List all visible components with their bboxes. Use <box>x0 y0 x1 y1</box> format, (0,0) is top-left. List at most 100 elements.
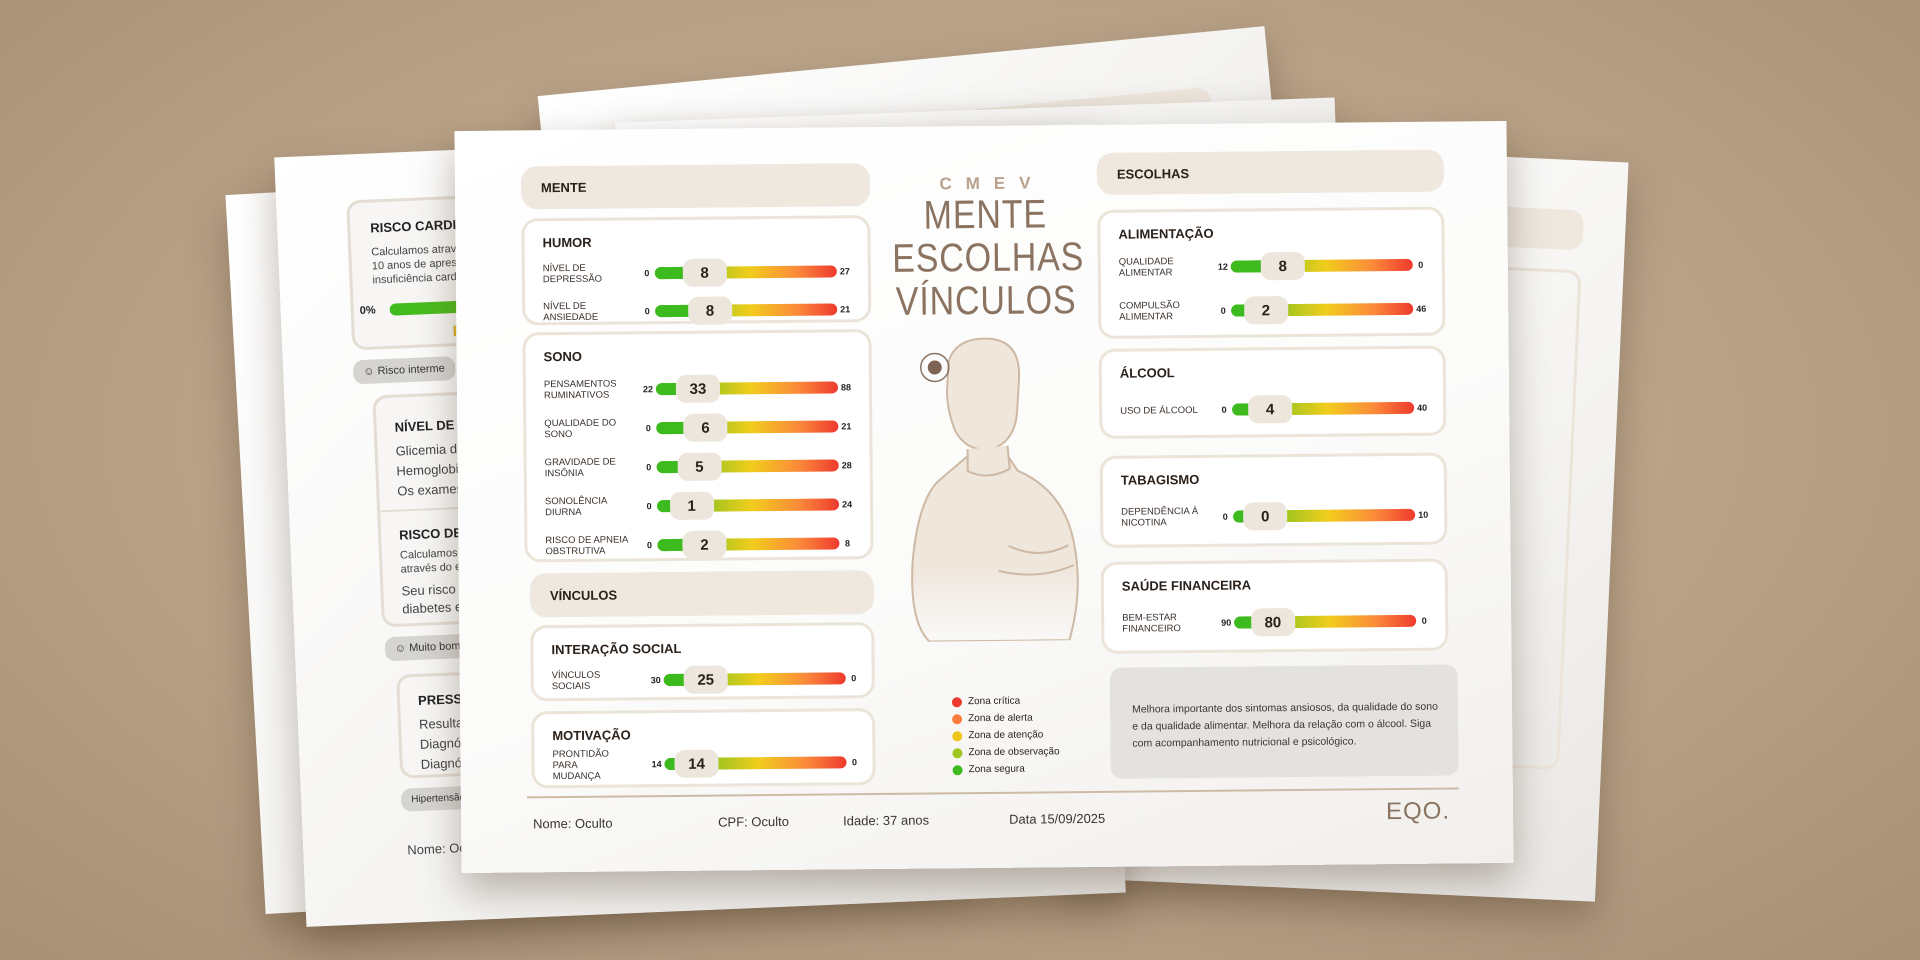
card-title: MOTIVAÇÃO <box>552 727 631 744</box>
metric-gradient-bar: 8 <box>655 296 838 325</box>
legend-item: Zona crítica <box>951 695 1021 708</box>
metric-value: 2 <box>1243 296 1288 325</box>
eqo-logo: EQO. <box>1385 797 1451 826</box>
legend-item: Zona segura <box>952 764 1025 776</box>
legend-label: Zona crítica <box>967 695 1021 708</box>
metric-row: Qualidade Alimentar 12 8 0 <box>1119 250 1429 283</box>
metric-gradient-bar: 14 <box>664 749 847 778</box>
risco-pill-text: Risco interme <box>377 362 446 378</box>
metric-start: 30 <box>650 675 661 686</box>
metric-gradient-bar: 0 <box>1233 502 1416 531</box>
metric-label: Uso de álcool <box>1120 404 1198 417</box>
metric-label: Prontidão Para Mudança <box>552 748 609 782</box>
metric-label: Qualidade do Sono <box>544 417 617 441</box>
metric-value: 6 <box>683 413 728 442</box>
metric-start: 0 <box>645 423 651 434</box>
metric-row: Nível de Depressão 0 8 27 <box>543 256 853 289</box>
metric-value: 1 <box>669 491 714 521</box>
metric-start: 0 <box>646 501 652 512</box>
metric-end: 28 <box>841 460 852 471</box>
legend-item: Zona de alerta <box>952 713 1033 725</box>
metric-gradient-bar: 8 <box>1230 251 1413 281</box>
metric-value: 80 <box>1250 608 1296 637</box>
metric-start: 14 <box>651 759 662 770</box>
metric-card: MOTIVAÇÃO Prontidão Para Mudança 14 14 0 <box>531 708 876 789</box>
metric-row: Prontidão Para Mudança 14 14 0 <box>552 747 862 782</box>
metric-end: 0 <box>851 673 857 684</box>
card-title: ÁLCOOL <box>1119 365 1175 381</box>
metric-value: 33 <box>675 374 721 403</box>
metric-end: 40 <box>1417 402 1428 413</box>
metric-card: ÁLCOOL Uso de álcool 0 4 40 <box>1098 345 1447 439</box>
metric-gradient-bar: 33 <box>655 374 838 403</box>
metric-label: Sonolência Diurna <box>544 495 608 519</box>
metric-gradient-bar: 5 <box>656 452 839 481</box>
footer-name: Nome: Oculto <box>533 815 613 832</box>
metric-start: 0 <box>646 540 652 551</box>
footer-age: Idade: 37 anos <box>843 812 930 829</box>
brand-acronym: CMEV <box>939 173 1045 194</box>
metric-row: Uso de álcool 0 4 40 <box>1120 393 1430 426</box>
section-header-mente: MENTE <box>520 163 871 210</box>
card-title: INTERAÇÃO SOCIAL <box>551 640 682 658</box>
section-header-escolhas: ESCOLHAS <box>1096 149 1445 195</box>
metric-gradient-bar: 4 <box>1232 395 1415 424</box>
section-header-vinculos: VÍNCULOS <box>529 570 875 618</box>
metric-end: 8 <box>844 538 850 549</box>
legend-label: Zona de atenção <box>968 729 1044 742</box>
metric-label: Gravidade de Insônia <box>544 456 616 480</box>
metric-row: Sonolência Diurna 0 1 24 <box>545 489 855 522</box>
metric-end: 21 <box>841 421 852 432</box>
footer-cpf: CPF: Oculto <box>718 813 789 830</box>
risco-pill: ☺ Risco interme <box>352 356 456 385</box>
legend-label: Zona de observação <box>968 746 1060 759</box>
title-line: MENTE <box>923 192 1048 238</box>
metric-start: 0 <box>1220 305 1226 316</box>
metric-row: Pensamentos Ruminativos 22 33 88 <box>544 372 854 405</box>
metric-end: 0 <box>1421 615 1427 626</box>
metric-value: 8 <box>682 258 727 287</box>
metric-value: 8 <box>687 296 733 325</box>
metric-gradient-bar: 80 <box>1234 608 1417 637</box>
risco-pct: 0% <box>359 304 376 318</box>
metric-gradient-bar: 1 <box>657 491 840 521</box>
title-line: VÍNCULOS <box>895 278 1077 324</box>
metric-start: 0 <box>644 306 650 317</box>
metric-row: Nível de Ansiedade 0 8 21 <box>543 294 853 327</box>
metric-gradient-bar: 25 <box>663 665 846 694</box>
report-title: CMEV MENTE ESCOLHAS VÍNCULOS <box>875 173 1096 324</box>
metric-card: SAÚDE FINANCEIRA Bem-estar Financeiro 90 80… <box>1100 558 1449 654</box>
metric-label: Qualidade Alimentar <box>1118 256 1174 279</box>
diab-pill: ☺ Muito bom <box>384 633 472 662</box>
metric-label: Pensamentos Ruminativos <box>543 378 617 402</box>
metric-gradient-bar: 6 <box>656 413 839 442</box>
metric-label: Bem-estar Financeiro <box>1122 612 1181 635</box>
metric-card: HUMOR Nível de Depressão 0 8 27 Nível de Ansi… <box>521 215 872 327</box>
metric-card: INTERAÇÃO SOCIAL Vínculos Sociais 30 25 0 <box>530 622 875 702</box>
legend-label: Zona de alerta <box>968 712 1033 725</box>
metric-end: 0 <box>851 757 858 768</box>
metric-row: Dependência à Nicotina 0 0 10 <box>1121 500 1431 533</box>
metric-end: 10 <box>1418 509 1429 520</box>
metric-end: 21 <box>840 304 851 315</box>
metric-start: 0 <box>1222 511 1228 522</box>
diab-pill-text: Muito bom <box>408 640 461 655</box>
footer-divider <box>526 787 1459 799</box>
metric-value: 25 <box>683 665 728 694</box>
zone-dot <box>952 747 963 758</box>
metric-label: Compulsão Alimentar <box>1119 300 1180 323</box>
metric-gradient-bar: 2 <box>657 530 840 559</box>
card-title: ALIMENTAÇÃO <box>1118 225 1214 242</box>
metric-row: Compulsão Alimentar 0 2 46 <box>1119 294 1429 327</box>
zone-dot <box>951 696 963 707</box>
metric-start: 0 <box>1221 404 1227 415</box>
metric-card: SONO Pensamentos Ruminativos 22 33 88 Qualida… <box>522 329 874 563</box>
metric-label: Risco de Apneia Obstrutiva <box>545 534 629 558</box>
risco-desc: insuficiência card <box>372 270 458 287</box>
metric-row: Bem-estar Financeiro 90 80 0 <box>1122 606 1432 639</box>
metric-value: 8 <box>1260 251 1305 281</box>
metric-value: 5 <box>677 452 722 481</box>
metric-end: 24 <box>842 499 853 510</box>
metric-end: 0 <box>1418 259 1424 270</box>
title-line: ESCOLHAS <box>891 235 1085 281</box>
